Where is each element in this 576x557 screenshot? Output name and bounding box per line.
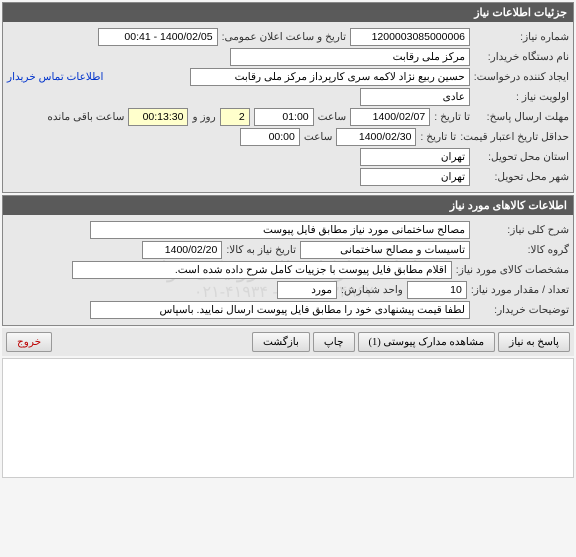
need-number-field: 1200003085000006 [350,28,470,46]
action-button-bar: پاسخ به نیاز مشاهده مدارک پیوستی (1) چاپ… [2,328,574,356]
attachments-button[interactable]: مشاهده مدارک پیوستی (1) [358,332,496,352]
buyer-org-field: مرکز ملی رقابت [230,48,470,66]
creator-label: ایجاد کننده درخواست: [474,71,569,83]
public-datetime-field: 1400/02/05 - 00:41 [98,28,218,46]
need-details-header: جزئیات اطلاعات نیاز [3,3,573,22]
goods-info-header: اطلاعات کالاهای مورد نیاز [3,196,573,215]
delivery-city-label: شهر محل تحویل: [474,171,569,183]
empty-content-area [2,358,574,478]
remaining-label: ساعت باقی مانده [47,111,124,123]
buyer-notes-label: توضیحات خریدار: [474,304,569,316]
to-date-label-2: تا تاریخ : [420,131,456,143]
back-button[interactable]: بازگشت [252,332,310,352]
delivery-province-field: تهران [360,148,470,166]
need-to-date-field: 1400/02/20 [142,241,222,259]
priority-label: اولویت نیاز : [474,91,569,103]
validity-hour-field: 00:00 [240,128,300,146]
qty-label: تعداد / مقدار مورد نیاز: [471,284,569,296]
deadline-label: مهلت ارسال پاسخ: [474,111,569,123]
general-desc-label: شرح کلی نیاز: [474,224,569,236]
remaining-days-field: 2 [220,108,250,126]
contact-info-link[interactable]: اطلاعات تماس خریدار [7,71,103,83]
to-date-label: تا تاریخ : [434,111,470,123]
deadline-hour-field: 01:00 [254,108,314,126]
min-validity-label: حداقل تاریخ اعتبار قیمت: [460,131,569,143]
general-desc-field: مصالح ساختمانی مورد نیاز مطابق فایل پیوس… [90,221,470,239]
need-details-body: شماره نیاز: 1200003085000006 تاریخ و ساع… [3,22,573,192]
validity-date-field: 1400/02/30 [336,128,416,146]
print-button[interactable]: چاپ [313,332,355,352]
delivery-city-field: تهران [360,168,470,186]
item-spec-field: اقلام مطابق فایل پیوست با جزییات کامل شر… [72,261,452,279]
goods-info-body: سامانه تدارکات الکترونیکی دولت ۰۲۱-۴۱۹۳۴… [3,215,573,325]
hour-label-2: ساعت [304,131,333,143]
unit-field: مورد [277,281,337,299]
reply-button[interactable]: پاسخ به نیاز [498,332,570,352]
need-details-section: جزئیات اطلاعات نیاز شماره نیاز: 12000030… [2,2,574,193]
hour-label-1: ساعت [318,111,347,123]
group-label: گروه کالا: [474,244,569,256]
remaining-time-field: 00:13:30 [128,108,188,126]
priority-field: عادی [360,88,470,106]
delivery-province-label: استان محل تحویل: [474,151,569,163]
need-to-date-label: تاریخ نیاز به کالا: [226,244,296,256]
exit-button[interactable]: خروج [6,332,52,352]
qty-field: 10 [407,281,467,299]
buyer-notes-field: لطفا قیمت پیشنهادی خود را مطابق فایل پیو… [90,301,470,319]
buyer-org-label: نام دستگاه خریدار: [474,51,569,63]
public-datetime-label: تاریخ و ساعت اعلان عمومی: [222,31,346,43]
item-spec-label: مشخصات کالای مورد نیاز: [456,264,569,276]
creator-field: حسین ربیع نژاد لاکمه سری کارپرداز مرکز م… [190,68,470,86]
need-number-label: شماره نیاز: [474,31,569,43]
unit-label: واحد شمارش: [341,284,403,296]
group-field: تاسیسات و مصالح ساختمانی [300,241,470,259]
goods-info-section: اطلاعات کالاهای مورد نیاز سامانه تدارکات… [2,195,574,326]
deadline-date-field: 1400/02/07 [350,108,430,126]
day-and-label: روز و [192,111,215,123]
